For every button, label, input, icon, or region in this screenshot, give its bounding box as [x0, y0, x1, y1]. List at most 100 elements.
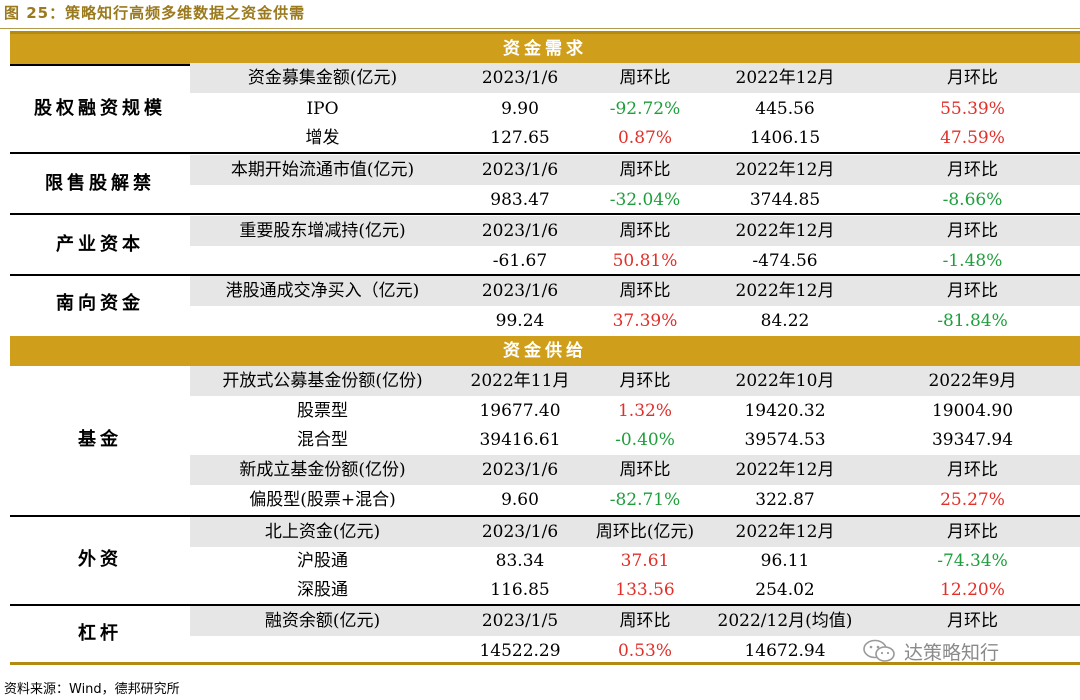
block-foreign: [10, 515, 1080, 605]
header-bg-fund-1: [190, 366, 1080, 396]
table-cell: 322.87: [755, 490, 815, 510]
table-cell: 37.39%: [612, 311, 678, 331]
section-band-demand: 资金需求: [10, 34, 1080, 64]
header-cell: 月环比: [619, 371, 671, 391]
header-cell: 2023/1/6: [481, 522, 559, 542]
table-cell: 14672.94: [744, 641, 826, 661]
header-cell: 2022年9月: [928, 371, 1017, 391]
table-cell: 14522.29: [479, 641, 561, 661]
table-cell: 254.02: [755, 580, 815, 600]
table-top-rule: [10, 31, 1080, 34]
header-cell: 重要股东增减持(亿元): [239, 221, 406, 241]
table-cell: 39347.94: [931, 430, 1014, 450]
table-cell: 19677.40: [479, 401, 561, 421]
table-cell: 9.60: [501, 490, 539, 510]
block-industrial: [10, 213, 1080, 275]
table-cell: 116.85: [490, 580, 550, 600]
table-cell: 445.56: [755, 99, 815, 119]
header-cell: 2022年10月: [735, 371, 835, 391]
header-cell: 2023/1/6: [481, 160, 559, 180]
category-southbound: 南向资金: [56, 293, 144, 314]
header-cell: 2022/12月(均值): [717, 611, 853, 631]
table-cell: 84.22: [760, 311, 810, 331]
header-bg-equity: [190, 63, 1080, 93]
table-cell: -82.71%: [609, 490, 681, 510]
category-leverage: 杠杆: [78, 623, 122, 644]
table-cell: -74.34%: [937, 551, 1008, 571]
table-cell: 83.34: [495, 551, 545, 571]
header-cell: 本期开始流通市值(亿元): [230, 160, 415, 180]
header-cell: 2022年12月: [735, 522, 835, 542]
header-bg-fund-2: [190, 455, 1080, 485]
table-cell: 9.90: [501, 99, 539, 119]
row-label: 混合型: [297, 430, 348, 450]
header-cell: 2023/1/6: [481, 281, 559, 301]
table-cell: -8.66%: [942, 190, 1003, 210]
category-foreign: 外资: [78, 549, 122, 570]
header-cell: 2023/1/5: [481, 611, 559, 631]
table-cell: -474.56: [752, 251, 818, 271]
header-bg-foreign: [190, 517, 1080, 547]
header-cell: 周环比: [619, 281, 671, 301]
header-bg-leverage: [190, 606, 1080, 636]
header-cell: 月环比: [947, 460, 998, 480]
header-cell: 月环比: [947, 522, 998, 542]
header-bg-industrial: [190, 216, 1080, 246]
table-cell: 25.27%: [940, 490, 1005, 510]
block-lockup: [10, 152, 1080, 214]
header-cell: 新成立基金份额(亿份): [239, 460, 406, 480]
header-cell: 2023/1/6: [481, 221, 559, 241]
category-lockup: 限售股解禁: [45, 173, 155, 194]
row-label: 深股通: [297, 580, 348, 600]
header-bg-southbound: [190, 276, 1080, 306]
header-cell: 周环比: [619, 160, 671, 180]
header-cell: 北上资金(亿元): [264, 522, 381, 542]
header-cell: 周环比: [619, 221, 671, 241]
section-band-supply: 资金供给: [10, 336, 1080, 366]
category-industrial: 产业资本: [56, 234, 144, 255]
header-bg-lockup: [190, 155, 1080, 185]
header-cell: 月环比: [947, 611, 998, 631]
header-cell: 2022年11月: [470, 371, 570, 391]
header-cell: 月环比: [947, 160, 998, 180]
category-fund: 基金: [78, 429, 122, 450]
table-cell: 47.59%: [940, 128, 1005, 148]
table-cell: 39416.61: [479, 430, 561, 450]
table-cell: 12.20%: [940, 580, 1005, 600]
header-cell: 资金募集金额(亿元): [247, 68, 398, 88]
table-bottom-rule: [10, 662, 1080, 665]
row-label: 偏股型(股票+混合): [249, 490, 396, 510]
header-cell: 周环比: [619, 68, 671, 88]
table-cell: 133.56: [615, 580, 675, 600]
table-cell: -61.67: [492, 251, 548, 271]
header-cell: 2022年12月: [735, 68, 835, 88]
table-cell: -0.40%: [615, 430, 675, 450]
block-leverage: [10, 604, 1080, 664]
header-cell: 月环比: [947, 221, 998, 241]
table-cell: 0.87%: [617, 128, 672, 148]
header-cell: 港股通成交净买入（亿元): [225, 281, 420, 301]
header-cell: 2022年12月: [735, 281, 835, 301]
table-cell: -81.84%: [937, 311, 1008, 331]
row-label: 股票型: [297, 401, 348, 421]
table-cell: 37.61: [620, 551, 670, 571]
figure-title: 图 25：策略知行高频多维数据之资金供需: [4, 4, 306, 22]
table-cell: 1.32%: [617, 401, 672, 421]
table-cell: 1406.15: [749, 128, 821, 148]
table-cell: 55.39%: [940, 99, 1005, 119]
title-divider: [0, 28, 1080, 29]
header-cell: 2023/1/6: [481, 460, 559, 480]
table-cell: 99.24: [495, 311, 545, 331]
table-cell: -92.72%: [609, 99, 681, 119]
header-cell: 开放式公募基金份额(亿份): [222, 371, 423, 391]
header-cell: 融资余额(亿元): [264, 611, 381, 631]
table-cell: 96.11: [760, 551, 810, 571]
source-note: 资料来源：Wind，德邦研究所: [4, 682, 180, 697]
table-cell: 127.65: [490, 128, 550, 148]
table-cell: 983.47: [490, 190, 550, 210]
table-cell: 3744.85: [749, 190, 821, 210]
table-cell: -1.48%: [942, 251, 1003, 271]
wechat-icon: [863, 639, 895, 662]
table-cell: -32.04%: [609, 190, 681, 210]
header-cell: 2022年12月: [735, 221, 835, 241]
